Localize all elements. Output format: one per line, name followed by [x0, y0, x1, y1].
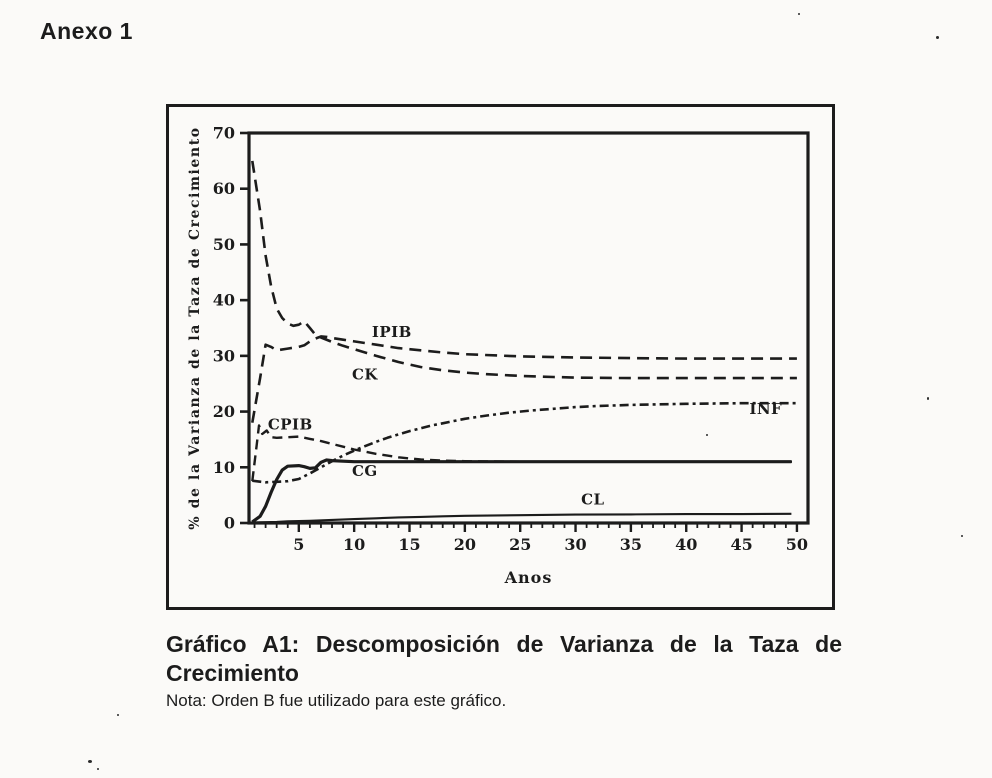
x-tick-label: 25	[509, 535, 531, 554]
series-label-CL: CL	[581, 491, 605, 509]
series-line-INF	[252, 401, 797, 484]
scan-speck	[706, 434, 708, 436]
y-tick-label: 60	[213, 179, 235, 198]
scan-speck	[88, 760, 92, 763]
x-axis-label: Anos	[504, 568, 553, 587]
series-label-IPIB: IPIB	[372, 323, 412, 341]
series-label-CG: CG	[352, 462, 378, 480]
series-line-IPIB	[251, 335, 797, 423]
y-tick-label: 50	[213, 235, 235, 254]
y-axis-label: % de la Varianza de la Taza de Crecimien…	[187, 126, 203, 529]
y-tick-label: 70	[213, 124, 235, 143]
annex-header: Anexo 1	[40, 18, 133, 44]
x-tick-label: 15	[398, 535, 420, 554]
scan-speck	[97, 768, 99, 770]
series-line-CL	[252, 512, 792, 524]
series-label-INF: INF	[749, 400, 782, 418]
scan-speck	[961, 535, 963, 537]
y-tick-label: 40	[213, 291, 235, 310]
plot-box	[247, 131, 810, 525]
figure-caption-note: Nota: Orden B fue utilizado para este gr…	[166, 690, 507, 710]
scan-speck	[117, 714, 119, 716]
y-tick-label: 30	[213, 346, 235, 365]
series-line-CG	[251, 458, 792, 524]
series-label-CK: CK	[352, 365, 378, 383]
figure-caption-title: Gráfico A1: Descomposición de Varianza d…	[166, 631, 842, 686]
y-tick-label: 10	[213, 458, 235, 477]
figure-caption: Gráfico A1: Descomposición de Varianza d…	[166, 630, 842, 711]
series-line-CPIB	[251, 424, 797, 482]
x-tick-label: 10	[343, 535, 365, 554]
scan-speck	[927, 397, 929, 400]
x-tick-label: 40	[675, 535, 697, 554]
scan-speck	[798, 13, 800, 15]
x-tick-label: 50	[786, 535, 808, 554]
y-tick-label: 20	[213, 402, 235, 421]
y-tick-label: 0	[224, 514, 235, 533]
figure-border-box: 0 10 20 30 40 50 60 70 5 10 15 20 25 30 35 40 45 50 Anos % …	[166, 104, 835, 610]
series-label-CPIB: CPIB	[268, 415, 313, 433]
x-tick-label: 30	[564, 535, 586, 554]
chart-svg: 0 10 20 30 40 50 60 70 5 10 15 20 25 30 35 40 45 50 Anos % …	[187, 124, 810, 587]
x-tick-label: 35	[620, 535, 642, 554]
series-line-CK	[251, 160, 797, 380]
x-tick-label: 45	[730, 535, 752, 554]
x-tick-label: 5	[293, 535, 304, 554]
scan-speck	[936, 36, 939, 39]
x-tick-label: 20	[454, 535, 476, 554]
